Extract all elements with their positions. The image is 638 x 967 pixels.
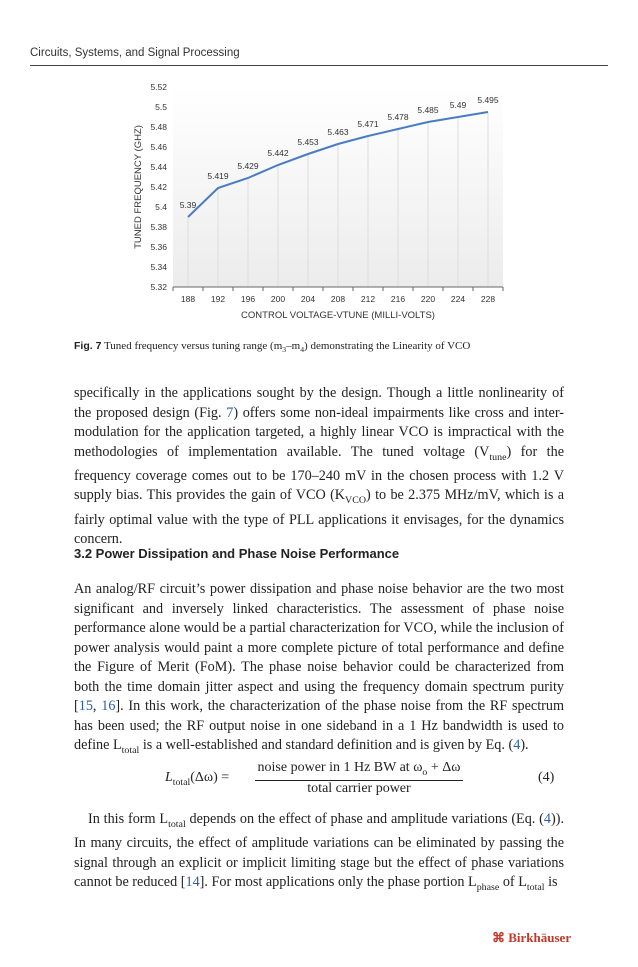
text: , bbox=[92, 698, 102, 714]
x-tick-label: 200 bbox=[271, 294, 285, 304]
text: + Δω bbox=[427, 760, 461, 775]
series-line bbox=[187, 111, 489, 218]
text: )). In many circuits, the effect of ampl… bbox=[74, 811, 564, 891]
caption-sub: 3 bbox=[282, 345, 287, 355]
y-tick-label: 5.4 bbox=[155, 202, 167, 212]
y-tick-label: 5.34 bbox=[150, 262, 167, 272]
data-label: 5.49 bbox=[450, 100, 467, 110]
data-label: 5.453 bbox=[297, 137, 319, 147]
citation-link[interactable]: 14 bbox=[185, 874, 200, 891]
y-axis-title: TUNED FREQUENCY (GHZ) bbox=[133, 125, 144, 249]
x-tick-label: 204 bbox=[301, 294, 315, 304]
denominator: total carrier power bbox=[307, 780, 411, 796]
paragraph-2: An analog/RF circuit’s power dissipation… bbox=[74, 580, 564, 760]
text: (Δω) = bbox=[190, 770, 230, 785]
x-tick-label: 216 bbox=[391, 294, 405, 304]
equation-lhs: Ltotal(Δω) = bbox=[165, 770, 229, 788]
x-tick-label: 208 bbox=[331, 294, 345, 304]
text: ) offers some non-ideal impairments like… bbox=[74, 404, 564, 460]
paragraph-1: specifically in the applications sought … bbox=[74, 384, 564, 550]
y-tick-label: 5.42 bbox=[150, 182, 167, 192]
subscript: phase bbox=[476, 882, 500, 894]
data-label: 5.495 bbox=[477, 95, 499, 105]
paragraph-3: In this form Ltotal depends on the effec… bbox=[74, 810, 564, 898]
equation-4: Ltotal(Δω) = noise power in 1 Hz BW at ω… bbox=[0, 760, 638, 800]
text: specifically in the applications sought … bbox=[74, 385, 564, 421]
subscript: total bbox=[121, 744, 140, 756]
text: ]. In this work, the characterization of… bbox=[74, 698, 564, 753]
subscript: total bbox=[526, 882, 545, 894]
y-tick-label: 5.5 bbox=[155, 102, 167, 112]
text: is bbox=[544, 874, 558, 891]
data-label: 5.419 bbox=[207, 171, 229, 181]
subscript: VCO bbox=[345, 495, 366, 507]
text: An analog/RF circuit’s power dissipation… bbox=[74, 581, 564, 714]
x-tick-label: 212 bbox=[361, 294, 375, 304]
frequency-chart: 5.32 5.34 5.36 5.38 5.4 5.42 5.44 5.46 5.48 5.5 5.… bbox=[133, 82, 504, 321]
citation-link[interactable]: 15 bbox=[78, 698, 93, 714]
text: noise power in 1 Hz BW at ω bbox=[257, 760, 423, 775]
data-label: 5.429 bbox=[237, 161, 259, 171]
x-tick-label: 188 bbox=[181, 294, 195, 304]
x-tick-label: 220 bbox=[421, 294, 435, 304]
text: of L bbox=[499, 874, 527, 891]
figure-label: Fig. 7 bbox=[74, 340, 102, 352]
text: ]. For most applications only the phase … bbox=[199, 874, 477, 891]
subscript: total bbox=[168, 818, 186, 830]
caption-text: –m bbox=[286, 340, 301, 352]
figure-link[interactable]: 7 bbox=[226, 404, 234, 421]
section-heading: 3.2 Power Dissipation and Phase Noise Pe… bbox=[74, 546, 400, 561]
x-tick-label: 192 bbox=[211, 294, 225, 304]
y-tick-label: 5.44 bbox=[150, 162, 167, 172]
running-title: Circuits, Systems, and Signal Processing bbox=[30, 47, 240, 59]
data-label: 5.39 bbox=[180, 200, 197, 210]
equation-number: (4) bbox=[538, 770, 555, 785]
y-tick-label: 5.46 bbox=[150, 142, 167, 152]
caption-text: Tuned frequency versus tuning range (m bbox=[101, 340, 283, 352]
x-tick-label: 224 bbox=[451, 294, 465, 304]
y-tick-label: 5.36 bbox=[150, 242, 167, 252]
y-tick-label: 5.52 bbox=[150, 82, 167, 92]
publisher-name: Birkhäuser bbox=[508, 930, 572, 945]
y-tick-label: 5.32 bbox=[150, 282, 167, 292]
x-tick-label: 196 bbox=[241, 294, 255, 304]
x-axis-title: CONTROL VOLTAGE-VTUNE (MILLI-VOLTS) bbox=[241, 310, 435, 321]
text: ). bbox=[520, 737, 529, 753]
citation-link[interactable]: 16 bbox=[101, 698, 116, 714]
header-rule bbox=[30, 65, 608, 66]
text: depends on the effect of phase and ampli… bbox=[185, 811, 544, 827]
text: ) for the frequency coverage comes out t… bbox=[74, 443, 564, 504]
data-label: 5.478 bbox=[387, 112, 409, 122]
figure-caption: Fig. 7 Tuned frequency versus tuning ran… bbox=[74, 340, 470, 354]
data-label: 5.442 bbox=[267, 148, 289, 158]
data-label: 5.485 bbox=[417, 105, 439, 115]
caption-sub: 4 bbox=[300, 345, 305, 355]
x-tick-label: 228 bbox=[481, 294, 495, 304]
subscript: o bbox=[422, 766, 428, 778]
text: ) to be 2.375 MHz/mV, which is a fairly … bbox=[74, 487, 564, 548]
y-tick-label: 5.48 bbox=[150, 122, 167, 132]
text: In this form L bbox=[88, 811, 169, 827]
numerator: noise power in 1 Hz BW at ωo + Δω bbox=[255, 760, 463, 781]
equation-link[interactable]: 4 bbox=[543, 811, 551, 827]
equation-link[interactable]: 4 bbox=[513, 737, 521, 753]
caption-text: ) demonstrating the Linearity of VCO bbox=[304, 340, 471, 352]
equation-fraction: noise power in 1 Hz BW at ωo + Δω total c… bbox=[255, 760, 463, 797]
y-tick-label: 5.38 bbox=[150, 222, 167, 232]
data-label: 5.463 bbox=[327, 127, 349, 137]
subscript: total bbox=[172, 776, 191, 788]
publisher-logo: ⌘ Birkhäuser bbox=[492, 930, 572, 945]
data-label: 5.471 bbox=[357, 119, 379, 129]
text: L bbox=[165, 770, 173, 785]
text: is a well-established and standard defin… bbox=[139, 737, 514, 753]
subscript: tune bbox=[489, 451, 507, 463]
